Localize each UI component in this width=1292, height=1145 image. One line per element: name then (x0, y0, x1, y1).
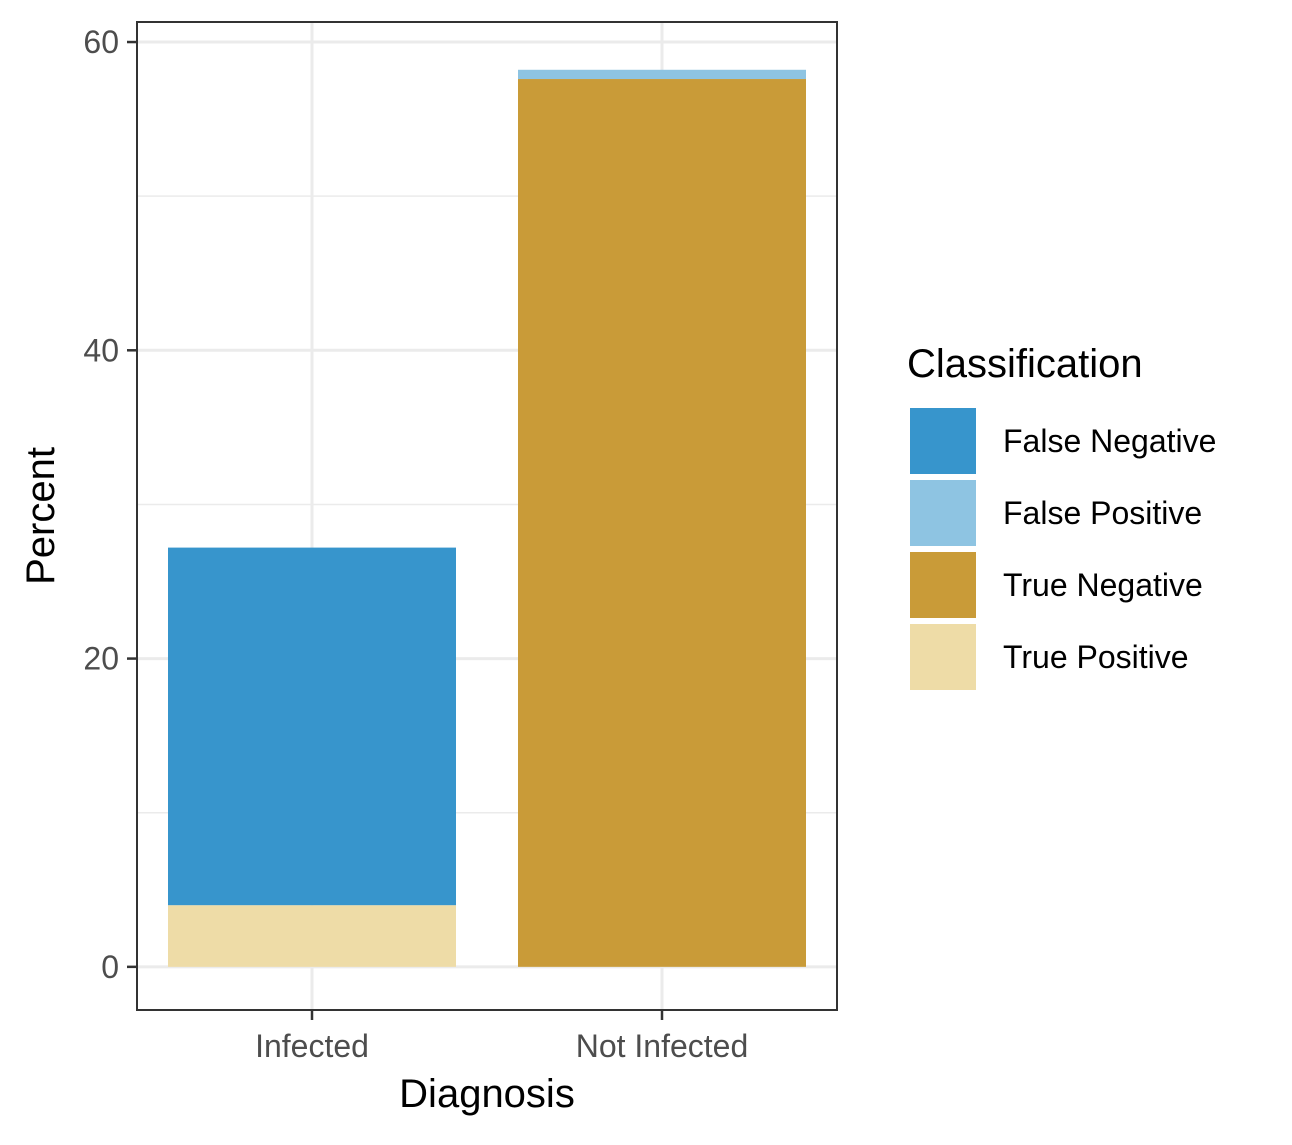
legend: Classification False Negative False Posit… (907, 342, 1216, 690)
legend-title: Classification (907, 342, 1143, 386)
axes: 0 20 40 60 Infected Not Infected (83, 24, 748, 1064)
bar-segment-true-negative-not-infected (518, 79, 806, 967)
legend-label: True Negative (1003, 567, 1203, 603)
legend-swatch (910, 552, 976, 618)
legend-swatch (910, 480, 976, 546)
y-axis-tick-label: 0 (101, 949, 119, 985)
legend-label: False Negative (1003, 423, 1216, 459)
bar-segment-false-positive-not-infected (518, 69, 806, 80)
x-axis-tick-label: Not Infected (576, 1028, 749, 1064)
legend-label: True Positive (1003, 639, 1189, 675)
legend-swatch (910, 408, 976, 474)
x-axis-title: Diagnosis (399, 1072, 575, 1116)
y-axis-title: Percent (19, 447, 63, 585)
y-axis-tick-label: 40 (83, 332, 119, 368)
bars (168, 69, 806, 967)
bar-segment-false-negative-infected (168, 547, 456, 906)
y-axis-tick-label: 60 (83, 24, 119, 60)
plot-panel-border (136, 21, 838, 1011)
y-axis-tick-label: 20 (83, 641, 119, 677)
x-axis-tick-label: Infected (255, 1028, 369, 1064)
legend-label: False Positive (1003, 495, 1202, 531)
bar-segment-true-positive-infected (168, 905, 456, 967)
legend-swatch (910, 624, 976, 690)
